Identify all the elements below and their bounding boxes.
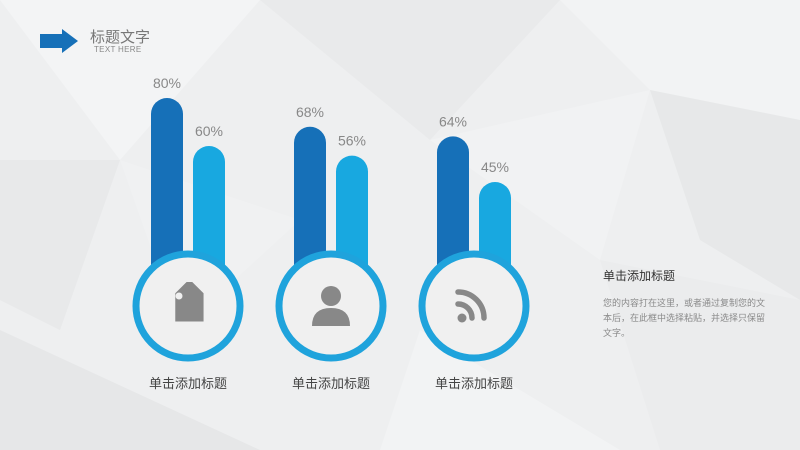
bar-1-1 — [151, 98, 183, 300]
data-label: 64% — [439, 113, 467, 129]
rss-icon — [455, 289, 487, 323]
user-icon — [312, 286, 350, 326]
page-title: 标题文字 — [90, 29, 151, 46]
category-label: 单击添加标题 — [148, 376, 227, 391]
data-label: 80% — [153, 75, 181, 91]
category-label: 单击添加标题 — [291, 376, 370, 391]
data-label: 60% — [195, 123, 223, 139]
tag-icon — [175, 281, 204, 322]
category-circle — [418, 250, 530, 362]
arrow-right-icon — [40, 29, 78, 53]
category-label: 单击添加标题 — [434, 376, 513, 391]
side-panel: 单击添加标题 您的内容打在这里，或者通过复制您的文本后，在此框中选择粘贴，并选择… — [603, 267, 773, 341]
data-label: 68% — [296, 104, 324, 120]
side-panel-body: 您的内容打在这里，或者通过复制您的文本后，在此框中选择粘贴，并选择只保留文字。 — [603, 298, 766, 338]
side-panel-title: 单击添加标题 — [603, 269, 676, 283]
data-label: 45% — [481, 159, 509, 175]
data-label: 56% — [338, 133, 366, 149]
page-subtitle: TEXT HERE — [94, 45, 142, 54]
